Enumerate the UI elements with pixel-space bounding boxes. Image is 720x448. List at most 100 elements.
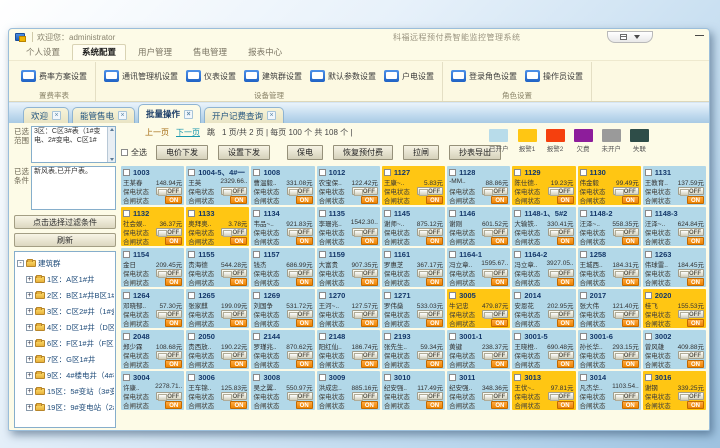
- protect-toggle[interactable]: OFF: [156, 350, 183, 360]
- breaker-toggle[interactable]: ON: [295, 400, 313, 409]
- card-checkbox[interactable]: [188, 168, 196, 176]
- card-checkbox[interactable]: [383, 373, 391, 381]
- card-checkbox[interactable]: [579, 291, 587, 299]
- breaker-toggle[interactable]: ON: [686, 195, 704, 204]
- breaker-toggle[interactable]: ON: [621, 400, 639, 409]
- protect-toggle[interactable]: OFF: [677, 309, 704, 319]
- ribbon-button[interactable]: 默认参数设置: [306, 68, 380, 84]
- breaker-toggle[interactable]: ON: [686, 359, 704, 368]
- doc-tab-3[interactable]: 批量操作 ×: [138, 104, 202, 123]
- doc-tab-4[interactable]: 开户记费查询 ×: [204, 107, 285, 123]
- menu-tab-4[interactable]: 售电管理: [193, 47, 228, 57]
- protect-toggle[interactable]: OFF: [482, 268, 509, 278]
- command-button[interactable]: 拉闸: [403, 145, 439, 160]
- collapse-icon[interactable]: -: [17, 259, 24, 267]
- command-button[interactable]: 设置下发: [218, 145, 270, 160]
- card-checkbox[interactable]: [449, 209, 457, 217]
- tree-root[interactable]: - 建筑群: [17, 255, 114, 271]
- card-checkbox[interactable]: [383, 250, 391, 258]
- card-checkbox[interactable]: [123, 168, 130, 176]
- tree-item-1[interactable]: +1区：A区1#井: [17, 271, 114, 287]
- breaker-toggle[interactable]: ON: [426, 359, 444, 368]
- chevron-down-icon[interactable]: [634, 35, 640, 39]
- breaker-toggle[interactable]: ON: [360, 277, 378, 286]
- card-checkbox[interactable]: [644, 168, 652, 176]
- protect-toggle[interactable]: OFF: [482, 186, 509, 196]
- breaker-toggle[interactable]: ON: [165, 277, 183, 286]
- protect-toggle[interactable]: OFF: [351, 227, 378, 237]
- meter-card[interactable]: 1148-2 汪泽~.. 558.35元 保电状态 OFF 合闸状态 ON: [577, 207, 641, 246]
- card-checkbox[interactable]: [253, 168, 261, 176]
- select-all[interactable]: 全选: [121, 147, 147, 158]
- meter-card[interactable]: 1157 钱杰 686.99元 保电状态 OFF 合闸状态 ON: [251, 248, 315, 287]
- protect-toggle[interactable]: OFF: [351, 309, 378, 319]
- expand-icon[interactable]: +: [26, 323, 33, 331]
- select-all-checkbox[interactable]: [121, 149, 128, 156]
- protect-toggle[interactable]: OFF: [417, 227, 444, 237]
- tree-item-6[interactable]: +7区：G区1#井: [17, 351, 114, 367]
- meter-card[interactable]: 2193 张先生.. 59.34元 保电状态 OFF 合闸状态 ON: [381, 330, 446, 369]
- menu-tab-2[interactable]: 系统配置: [72, 44, 127, 60]
- protect-toggle[interactable]: OFF: [286, 391, 313, 401]
- meter-card[interactable]: 3010 纪安强.. 117.49元 保电状态 OFF 合闸状态 ON: [381, 371, 446, 410]
- meter-card[interactable]: 2020 桂飞 155.53元 保电状态 OFF 合闸状态 ON: [642, 289, 706, 328]
- card-checkbox[interactable]: [579, 250, 587, 258]
- breaker-toggle[interactable]: ON: [556, 277, 574, 286]
- meter-card[interactable]: 1161 罗惠芝 367.17元 保电状态 OFF 合闸状态 ON: [381, 248, 446, 287]
- breaker-toggle[interactable]: ON: [165, 318, 183, 327]
- protect-toggle[interactable]: OFF: [547, 391, 574, 401]
- window-style-switcher[interactable]: [607, 31, 653, 43]
- card-checkbox[interactable]: [449, 168, 457, 176]
- meter-card[interactable]: 3001-1 黄键 238.37元 保电状态 OFF 合闸状态 ON: [447, 330, 511, 369]
- meter-card[interactable]: 1004-5、4#一 王英 2329.66.. 保电状态 OFF 合闸状态 ON: [186, 166, 250, 205]
- breaker-toggle[interactable]: ON: [491, 236, 509, 245]
- refresh-button[interactable]: 刷新: [14, 233, 116, 247]
- meter-card[interactable]: 2017 张大伟 121.40元 保电状态 OFF 合闸状态 ON: [577, 289, 641, 328]
- breaker-toggle[interactable]: ON: [621, 236, 639, 245]
- meter-card[interactable]: 1270 王河~.. 127.57元 保电状态 OFF 合闸状态 ON: [316, 289, 380, 328]
- meter-card[interactable]: 1263 伟球雷.. 184.45元 保电状态 OFF 合闸状态 ON: [642, 248, 706, 287]
- protect-toggle[interactable]: OFF: [612, 186, 639, 196]
- protect-toggle[interactable]: OFF: [677, 268, 704, 278]
- expand-icon[interactable]: +: [26, 403, 33, 411]
- card-checkbox[interactable]: [253, 373, 261, 381]
- menu-tab-5[interactable]: 报表中心: [248, 47, 283, 57]
- menu-tab-1[interactable]: 个人设置: [26, 47, 61, 57]
- card-checkbox[interactable]: [514, 373, 522, 381]
- meter-card[interactable]: 1132 社会娱.. 36.37元 保电状态 OFF 合闸状态 ON: [121, 207, 185, 246]
- layout-icon[interactable]: [620, 34, 627, 40]
- breaker-toggle[interactable]: ON: [360, 359, 378, 368]
- meter-card[interactable]: 1129 陈仕德.. 19.23元 保电状态 OFF 合闸状态 ON: [512, 166, 576, 205]
- meter-card[interactable]: 1159 大富贵 907.35元 保电状态 OFF 合闸状态 ON: [316, 248, 380, 287]
- protect-toggle[interactable]: OFF: [156, 186, 183, 196]
- filter-button[interactable]: 点击选择过滤条件: [14, 215, 116, 229]
- protect-toggle[interactable]: OFF: [156, 391, 183, 401]
- breaker-toggle[interactable]: ON: [621, 359, 639, 368]
- scrollbar[interactable]: [107, 127, 115, 162]
- card-checkbox[interactable]: [123, 373, 130, 381]
- meter-card[interactable]: 3004 许康.. 2278.71.. 保电状态 OFF 合闸状态 ON: [121, 371, 185, 410]
- card-checkbox[interactable]: [383, 209, 391, 217]
- next-page-link[interactable]: 下一页: [176, 128, 200, 137]
- close-tab-icon[interactable]: ×: [267, 111, 277, 120]
- meter-card[interactable]: 1258 王城西.. 184.31元 保电状态 OFF 合闸状态 ON: [577, 248, 641, 287]
- protect-toggle[interactable]: OFF: [156, 227, 183, 237]
- card-checkbox[interactable]: [383, 168, 391, 176]
- expand-icon[interactable]: +: [26, 355, 33, 363]
- meter-card[interactable]: 1003 王某春 148.94元 保电状态 OFF 合闸状态 ON: [121, 166, 185, 205]
- breaker-toggle[interactable]: ON: [360, 236, 378, 245]
- card-checkbox[interactable]: [188, 209, 196, 217]
- protect-toggle[interactable]: OFF: [482, 391, 509, 401]
- card-checkbox[interactable]: [449, 250, 457, 258]
- expand-icon[interactable]: +: [26, 291, 33, 299]
- command-button[interactable]: 抄表导出: [449, 145, 501, 160]
- card-checkbox[interactable]: [253, 332, 261, 340]
- meter-card[interactable]: 1008 曹温毅.. 331.08元 保电状态 OFF 合闸状态 ON: [251, 166, 315, 205]
- meter-card[interactable]: 2050 贵西放.. 190.22元 保电状态 OFF 合闸状态 ON: [186, 330, 250, 369]
- tree-item-8[interactable]: +15区：5#变站（3#变: [17, 383, 114, 399]
- jump-page-link[interactable]: 跳: [207, 128, 215, 137]
- breaker-toggle[interactable]: ON: [230, 400, 248, 409]
- card-checkbox[interactable]: [318, 332, 326, 340]
- breaker-toggle[interactable]: ON: [556, 359, 574, 368]
- protect-toggle[interactable]: OFF: [351, 268, 378, 278]
